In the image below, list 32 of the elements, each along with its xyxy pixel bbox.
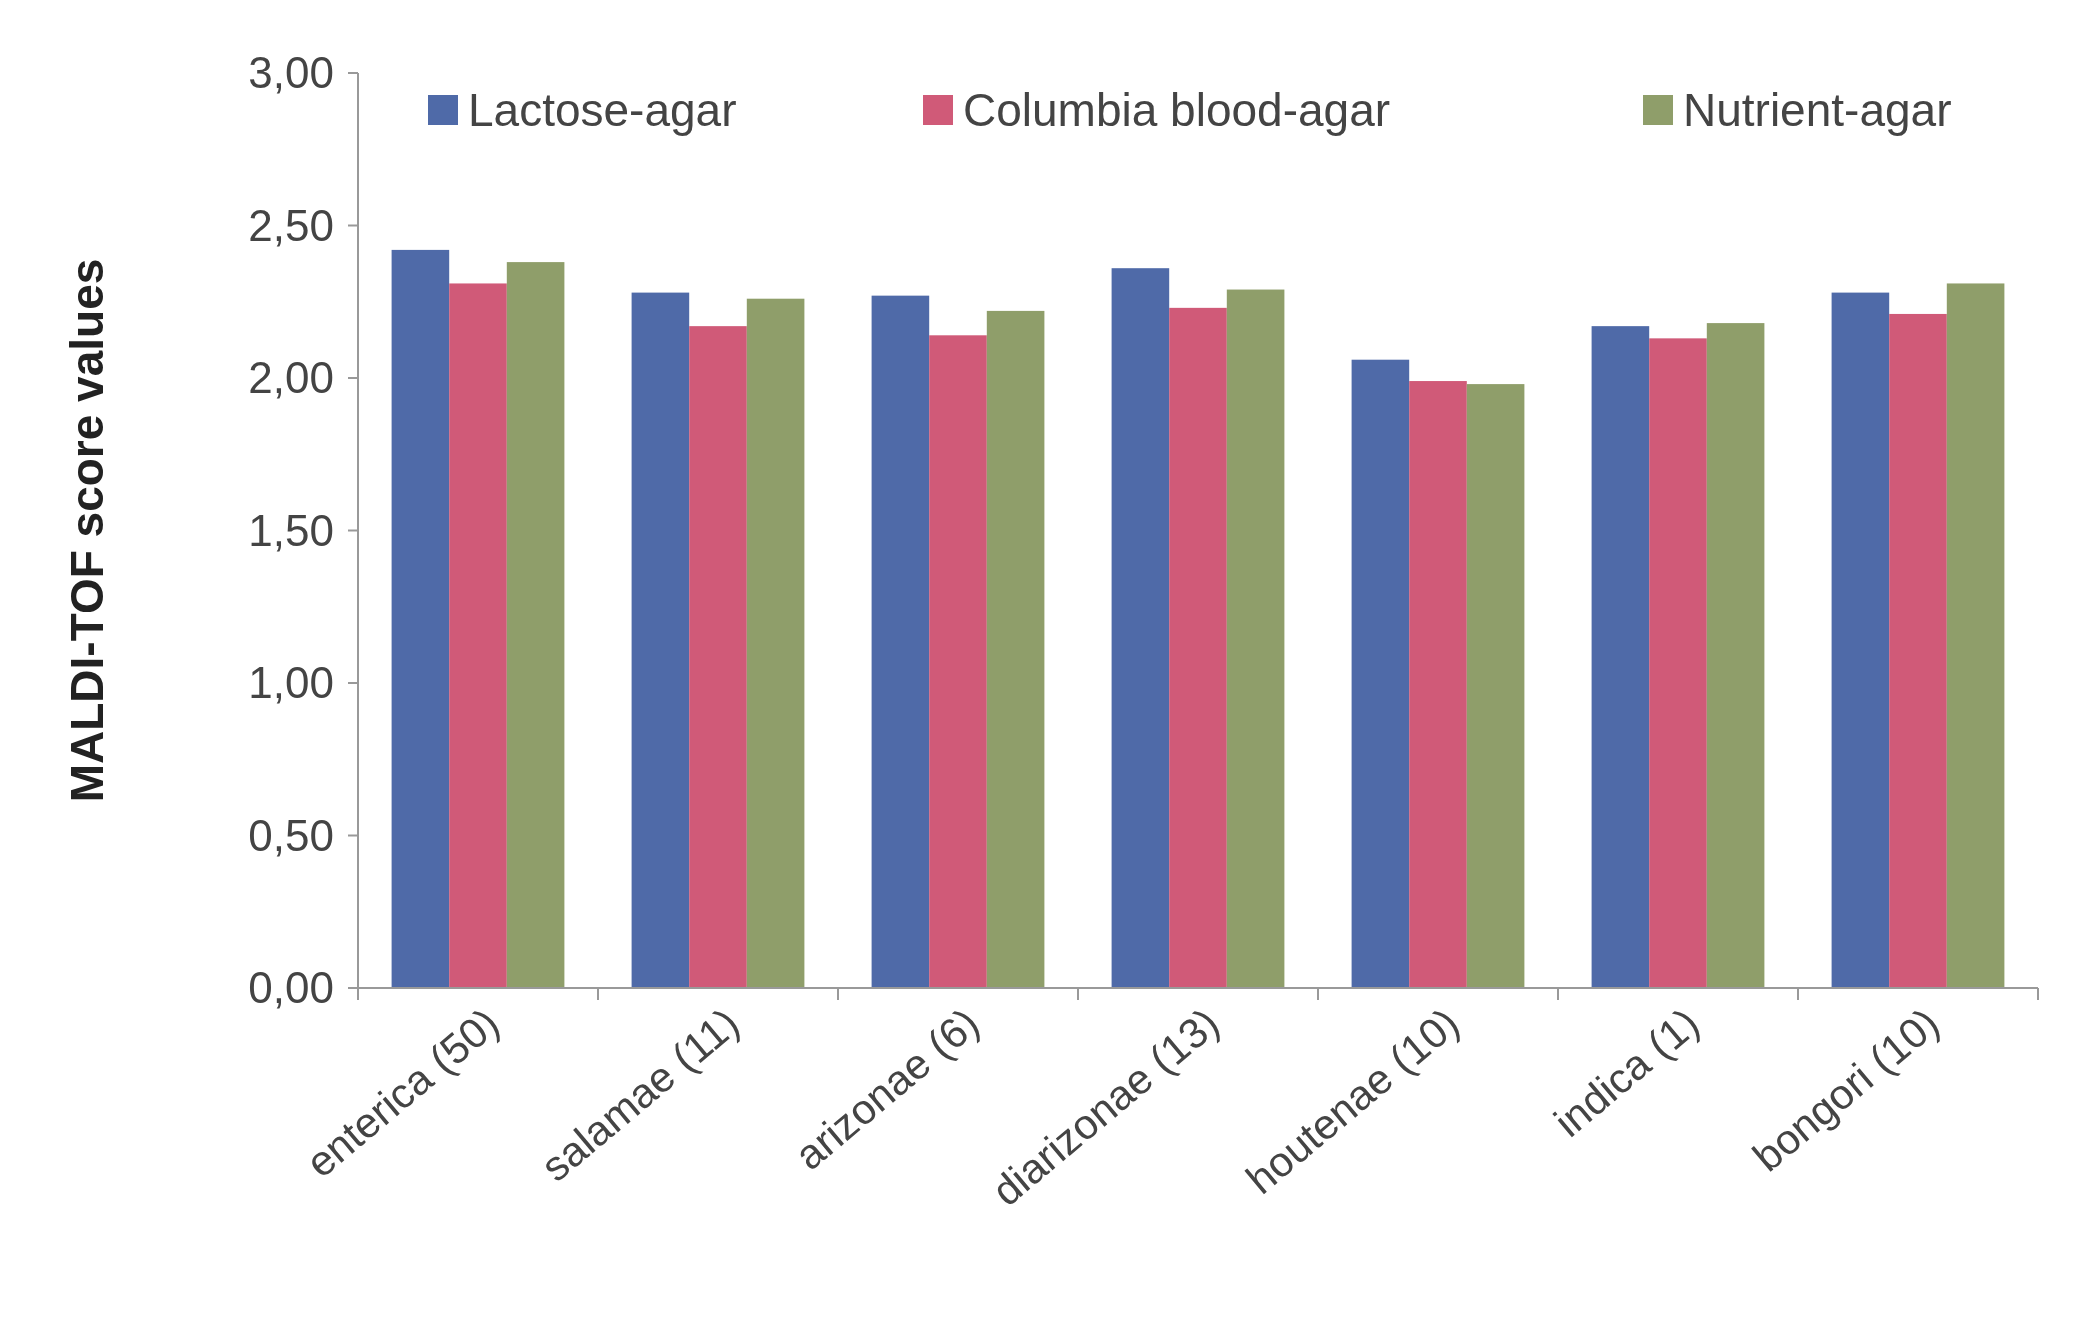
- bar: [1889, 313, 1947, 988]
- y-tick-label: 0,50: [248, 810, 334, 860]
- y-tick-label: 2,50: [248, 200, 334, 250]
- y-tick-label: 2,00: [248, 353, 334, 403]
- bar: [929, 335, 987, 988]
- bar: [449, 283, 507, 988]
- bar: [1409, 381, 1467, 988]
- bar: [871, 295, 930, 988]
- bar: [1351, 359, 1410, 988]
- y-axis-title: MALDI-TOF score values: [61, 258, 113, 803]
- bar: [1466, 384, 1525, 988]
- y-tick-label: 0,00: [248, 963, 334, 1013]
- bar: [1649, 338, 1707, 988]
- bar: [631, 292, 690, 988]
- bar: [1591, 326, 1650, 988]
- y-tick-label: 1,50: [248, 505, 334, 555]
- bar: [1111, 268, 1170, 988]
- bar: [506, 262, 565, 988]
- bar: [746, 298, 805, 988]
- legend-label: Nutrient-agar: [1683, 84, 1952, 137]
- bar: [391, 249, 450, 988]
- bar: [1706, 323, 1765, 988]
- bar: [986, 310, 1045, 988]
- legend-label: Columbia blood-agar: [963, 84, 1391, 137]
- bar: [1831, 292, 1890, 988]
- y-tick-label: 3,00: [248, 48, 334, 98]
- bar: [1169, 307, 1227, 988]
- bar: [1226, 289, 1285, 988]
- y-tick-label: 1,00: [248, 658, 334, 708]
- bar: [689, 326, 747, 988]
- legend-label: Lactose-agar: [468, 84, 737, 137]
- bar: [1946, 283, 2005, 988]
